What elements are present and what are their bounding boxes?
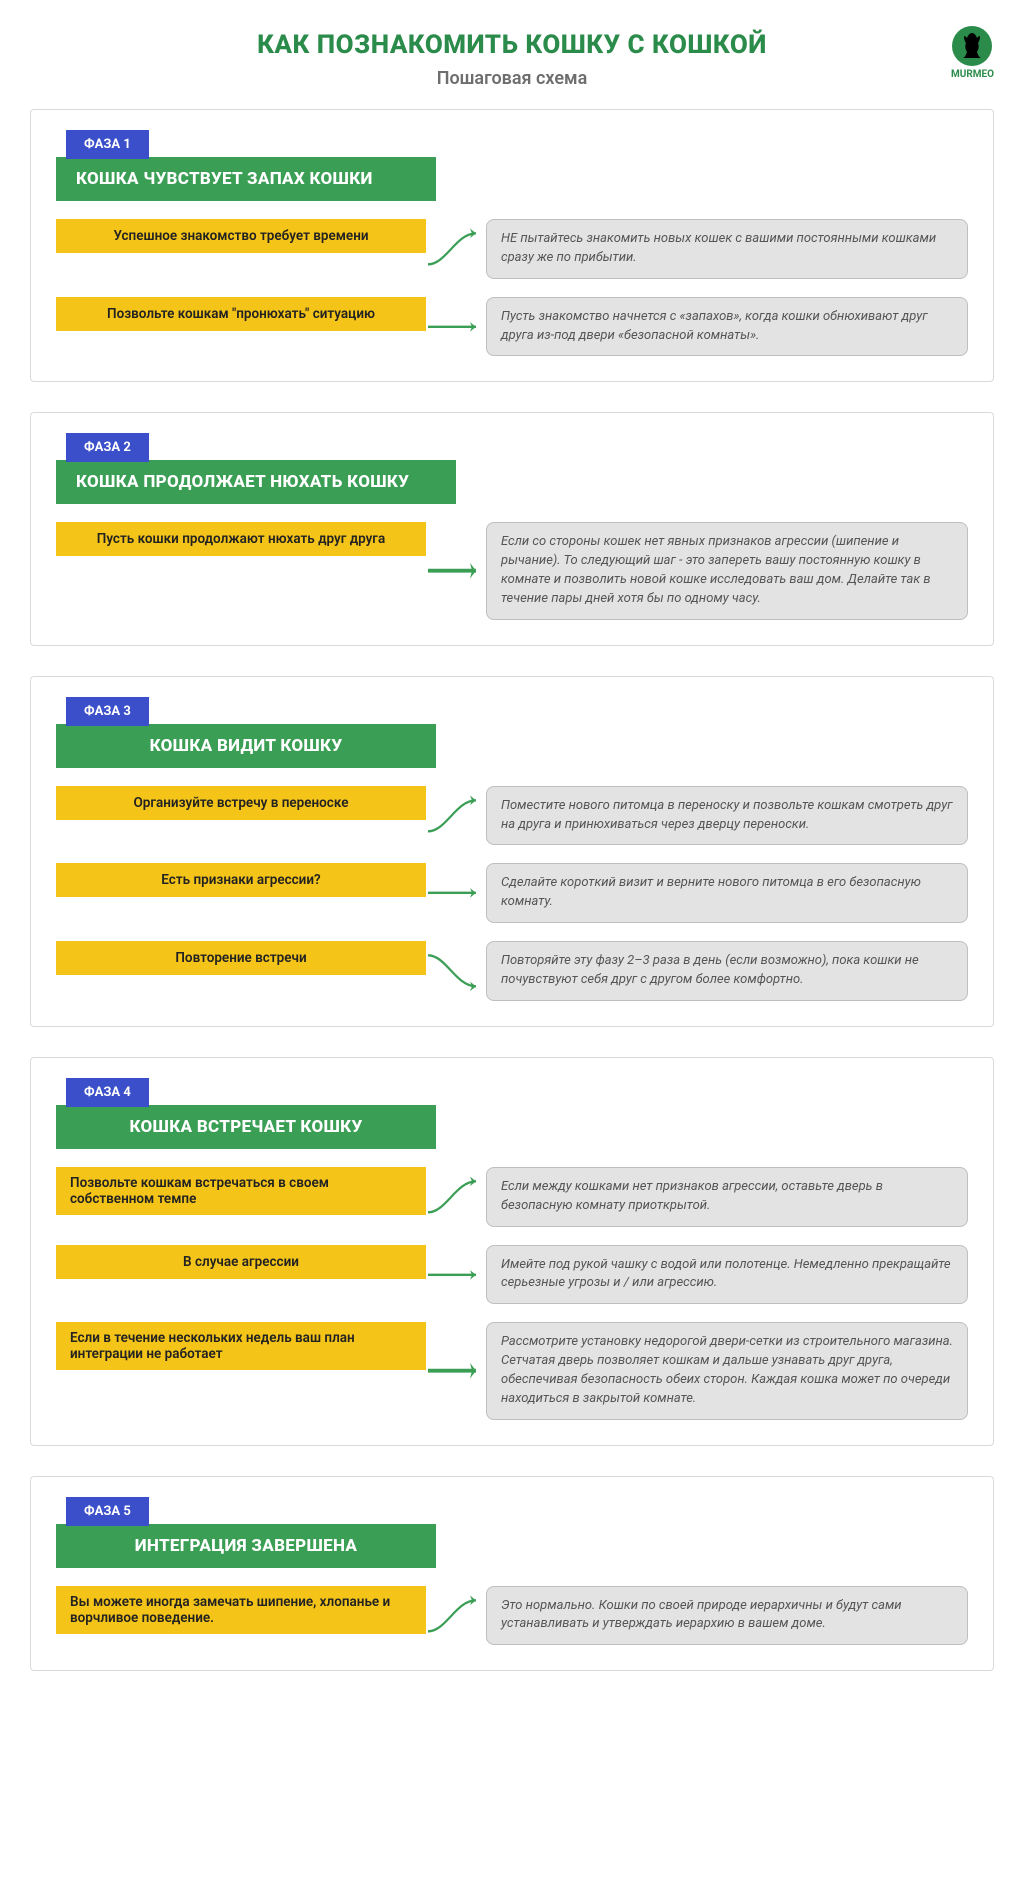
phase-row: Пусть кошки продолжают нюхать друг друга…: [56, 522, 968, 619]
phase-row: Позвольте кошкам встречаться в своем соб…: [56, 1167, 968, 1227]
logo-text: MURMEO: [951, 69, 994, 80]
phase-row: Вы можете иногда замечать шипение, хлопа…: [56, 1586, 968, 1646]
phase-row: Позвольте кошкам "пронюхать" ситуацию Пу…: [56, 297, 968, 357]
phase-row: Успешное знакомство требует времени НЕ п…: [56, 219, 968, 279]
phase-row: Есть признаки агрессии? Сделайте коротки…: [56, 863, 968, 923]
phase-title: КОШКА ВСТРЕЧАЕТ КОШКУ: [56, 1105, 436, 1149]
phase-row: Организуйте встречу в переноске Поместит…: [56, 786, 968, 846]
arrow-icon: [426, 522, 486, 619]
page-title: КАК ПОЗНАКОМИТЬ КОШКУ С КОШКОЙ: [30, 30, 994, 60]
phase-row: Если в течение нескольких недель ваш пла…: [56, 1322, 968, 1419]
step-box: Вы можете иногда замечать шипение, хлопа…: [56, 1586, 426, 1634]
arrow-icon: [426, 297, 486, 357]
phase-card: ФАЗА 2КОШКА ПРОДОЛЖАЕТ НЮХАТЬ КОШКУ Пусть…: [30, 412, 994, 645]
arrow-icon: [426, 786, 486, 846]
note-box: Если между кошками нет признаков агресси…: [486, 1167, 968, 1227]
phase-badge: ФАЗА 4: [66, 1078, 149, 1107]
step-box: В случае агрессии: [56, 1245, 426, 1279]
arrow-icon: [426, 1245, 486, 1305]
arrow-icon: [426, 863, 486, 923]
step-box: Пусть кошки продолжают нюхать друг друга: [56, 522, 426, 556]
step-box: Позвольте кошкам встречаться в своем соб…: [56, 1167, 426, 1215]
arrow-icon: [426, 1322, 486, 1419]
step-box: Позвольте кошкам "пронюхать" ситуацию: [56, 297, 426, 331]
step-box: Организуйте встречу в переноске: [56, 786, 426, 820]
step-box: Повторение встречи: [56, 941, 426, 975]
phase-title: КОШКА ЧУВСТВУЕТ ЗАПАХ КОШКИ: [56, 157, 436, 201]
phase-badge: ФАЗА 2: [66, 433, 149, 462]
phase-card: ФАЗА 4КОШКА ВСТРЕЧАЕТ КОШКУ Позвольте кош…: [30, 1057, 994, 1446]
logo: MURMEO: [951, 25, 994, 80]
cat-logo-icon: [951, 25, 993, 67]
step-box: Успешное знакомство требует времени: [56, 219, 426, 253]
note-box: Если со стороны кошек нет явных признако…: [486, 522, 968, 619]
phase-row: Повторение встречи Повторяйте эту фазу 2…: [56, 941, 968, 1001]
note-box: Это нормально. Кошки по своей природе ие…: [486, 1586, 968, 1646]
phase-card: ФАЗА 5ИНТЕГРАЦИЯ ЗАВЕРШЕНА Вы можете иног…: [30, 1476, 994, 1672]
arrow-icon: [426, 219, 486, 279]
note-box: НЕ пытайтесь знакомить новых кошек с ваш…: [486, 219, 968, 279]
page-subtitle: Пошаговая схема: [30, 68, 994, 89]
note-box: Пусть знакомство начнется с «запахов», к…: [486, 297, 968, 357]
step-box: Есть признаки агрессии?: [56, 863, 426, 897]
phase-title: КОШКА ПРОДОЛЖАЕТ НЮХАТЬ КОШКУ: [56, 460, 456, 504]
phase-title: КОШКА ВИДИТ КОШКУ: [56, 724, 436, 768]
note-box: Рассмотрите установку недорогой двери-се…: [486, 1322, 968, 1419]
arrow-icon: [426, 941, 486, 1001]
note-box: Сделайте короткий визит и верните нового…: [486, 863, 968, 923]
phase-badge: ФАЗА 3: [66, 697, 149, 726]
phase-card: ФАЗА 1КОШКА ЧУВСТВУЕТ ЗАПАХ КОШКИ Успешно…: [30, 109, 994, 382]
phase-badge: ФАЗА 1: [66, 130, 149, 159]
step-box: Если в течение нескольких недель ваш пла…: [56, 1322, 426, 1370]
note-box: Повторяйте эту фазу 2–3 раза в день (есл…: [486, 941, 968, 1001]
arrow-icon: [426, 1167, 486, 1227]
phases-container: ФАЗА 1КОШКА ЧУВСТВУЕТ ЗАПАХ КОШКИ Успешно…: [30, 109, 994, 1671]
phase-card: ФАЗА 3КОШКА ВИДИТ КОШКУ Организуйте встре…: [30, 676, 994, 1027]
phase-row: В случае агрессии Имейте под рукой чашку…: [56, 1245, 968, 1305]
header: КАК ПОЗНАКОМИТЬ КОШКУ С КОШКОЙ Пошаговая…: [30, 20, 994, 109]
note-box: Имейте под рукой чашку с водой или полот…: [486, 1245, 968, 1305]
note-box: Поместите нового питомца в переноску и п…: [486, 786, 968, 846]
arrow-icon: [426, 1586, 486, 1646]
phase-badge: ФАЗА 5: [66, 1497, 149, 1526]
phase-title: ИНТЕГРАЦИЯ ЗАВЕРШЕНА: [56, 1524, 436, 1568]
